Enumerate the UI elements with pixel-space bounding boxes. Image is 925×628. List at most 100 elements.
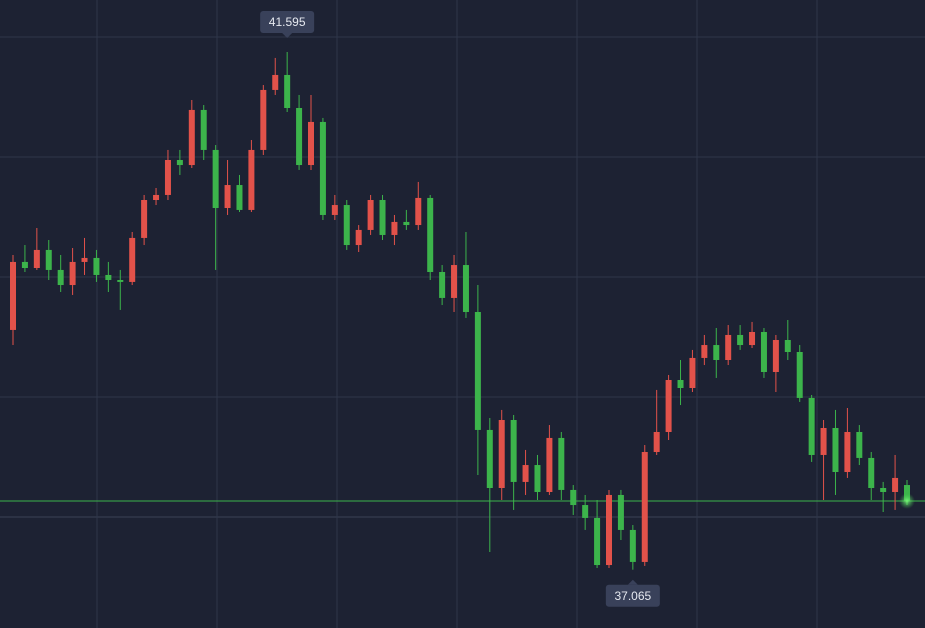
candle-body: [820, 428, 827, 455]
candle-body: [260, 89, 267, 150]
candle: [474, 285, 481, 475]
candle: [606, 489, 612, 568]
candle: [391, 214, 398, 246]
candle-body: [856, 432, 863, 458]
candle: [570, 485, 577, 515]
candle-body: [522, 465, 529, 482]
candle-body: [129, 237, 136, 282]
marker-label: 41.595: [269, 15, 306, 29]
candle: [236, 174, 243, 212]
candle-body: [677, 380, 684, 388]
candle-body: [272, 74, 279, 90]
candle: [260, 85, 267, 155]
candle: [308, 94, 314, 170]
candle-body: [606, 494, 612, 566]
candle-body: [176, 160, 183, 166]
marker-pointer: [282, 33, 293, 38]
candle: [832, 409, 839, 495]
current-point-glow: [899, 493, 915, 510]
candle: [331, 194, 338, 220]
candle: [21, 245, 28, 272]
candle-body: [236, 185, 243, 210]
candle: [737, 325, 744, 350]
candle: [486, 417, 493, 552]
candle: [153, 188, 160, 206]
candle-body: [105, 274, 112, 280]
candle-body: [486, 429, 493, 488]
candle-body: [212, 149, 219, 208]
candle: [224, 160, 231, 215]
candle-body: [141, 200, 148, 238]
min-marker: 37.065: [605, 579, 660, 607]
candle-body: [772, 340, 779, 372]
candle: [641, 445, 648, 566]
candle-body: [248, 149, 255, 210]
candle: [701, 334, 708, 366]
candle: [510, 414, 517, 510]
candle-body: [379, 200, 386, 235]
candle-body: [153, 194, 160, 200]
candle-body: [749, 332, 756, 346]
candle: [629, 525, 636, 570]
candle: [164, 149, 171, 200]
candle: [772, 334, 779, 392]
candle: [355, 225, 362, 252]
candle-body: [474, 312, 481, 430]
candle-body: [570, 489, 577, 506]
candle: [212, 145, 219, 270]
candle-body: [319, 121, 326, 215]
candle: [546, 425, 553, 495]
candle-body: [713, 345, 720, 360]
candle: [379, 194, 386, 240]
candle-body: [558, 437, 565, 490]
candle: [319, 117, 326, 220]
candle-body: [582, 505, 589, 518]
candle-body: [200, 109, 207, 150]
candle-body: [594, 517, 601, 566]
candle-body: [164, 160, 171, 195]
candle: [796, 345, 803, 402]
marker-box: [605, 584, 660, 607]
candle-body: [868, 457, 875, 488]
candle: [749, 321, 756, 348]
candle-body: [844, 432, 851, 472]
candle: [498, 409, 505, 500]
candle-body: [391, 221, 398, 235]
candle-body: [808, 397, 815, 455]
candle: [93, 249, 100, 282]
candle: [176, 149, 183, 175]
candle: [57, 254, 64, 292]
candle-body: [892, 477, 899, 492]
candle: [248, 140, 255, 212]
candle: [367, 194, 374, 235]
candle-body: [701, 345, 708, 358]
candle: [665, 374, 672, 440]
candle: [522, 449, 529, 495]
candle: [868, 452, 875, 500]
candle-body: [117, 280, 124, 282]
candle: [725, 325, 732, 366]
candle-body: [689, 357, 696, 388]
candle: [284, 52, 291, 112]
candle: [81, 237, 88, 275]
candle: [188, 100, 195, 168]
candle: [105, 261, 112, 292]
candle: [69, 248, 76, 295]
candle: [415, 181, 422, 230]
candle: [582, 494, 589, 530]
max-marker: 41.595: [260, 11, 315, 38]
candle-body: [796, 352, 803, 398]
candle-body: [665, 380, 672, 432]
candle: [558, 432, 565, 500]
candle-body: [367, 200, 374, 230]
candle-body: [45, 249, 52, 270]
candle: [653, 389, 660, 455]
candle-body: [653, 432, 660, 452]
candle-body: [93, 257, 100, 275]
candle: [844, 408, 851, 478]
candle-body: [343, 205, 350, 246]
candle-body: [69, 261, 76, 286]
candle-body: [296, 108, 303, 166]
